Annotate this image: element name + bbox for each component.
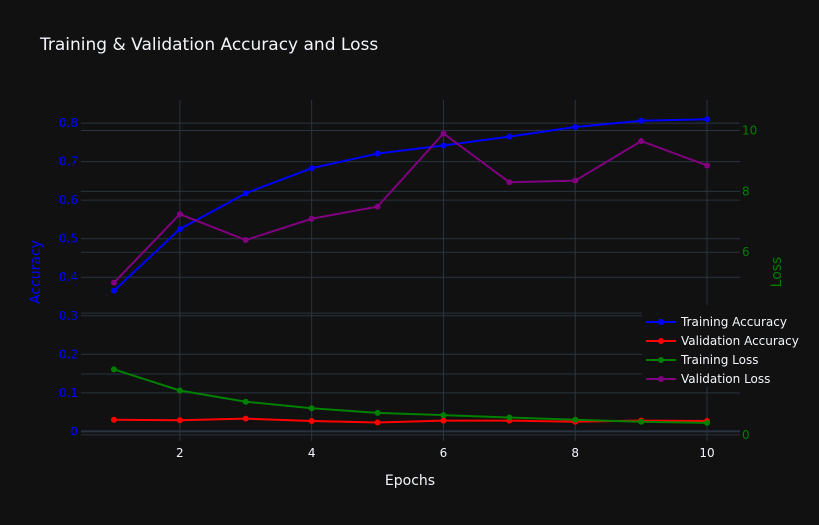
x-tick-label: 10 <box>699 446 714 460</box>
data-point-training-loss[interactable] <box>374 409 381 416</box>
data-point-training-accuracy[interactable] <box>110 287 117 294</box>
series-validation-loss <box>110 130 711 286</box>
data-point-validation-accuracy[interactable] <box>374 419 381 426</box>
data-point-validation-accuracy[interactable] <box>242 415 249 422</box>
data-point-validation-accuracy[interactable] <box>440 417 447 424</box>
y-right-tick-label: 6 <box>742 245 750 259</box>
data-point-validation-loss[interactable] <box>506 179 513 186</box>
legend-label: Validation Loss <box>681 372 770 386</box>
legend-item-training-loss[interactable]: Training Loss <box>646 353 758 367</box>
data-point-validation-loss[interactable] <box>308 215 315 222</box>
data-point-validation-loss[interactable] <box>440 130 447 137</box>
legend-marker-icon <box>658 338 664 344</box>
data-point-validation-loss[interactable] <box>176 211 183 218</box>
legend-item-validation-accuracy[interactable]: Validation Accuracy <box>646 334 799 348</box>
y-left-tick-label: 0.7 <box>59 155 78 169</box>
y-left-tick-label: 0 <box>70 424 78 438</box>
y-right-tick-label: 8 <box>742 184 750 198</box>
data-point-training-accuracy[interactable] <box>704 116 711 123</box>
x-tick-label: 4 <box>308 446 316 460</box>
data-point-training-accuracy[interactable] <box>176 226 183 233</box>
y-right-tick-label: 10 <box>742 123 757 137</box>
data-point-validation-accuracy[interactable] <box>110 416 117 423</box>
series-training-loss <box>110 366 711 426</box>
data-point-training-loss[interactable] <box>110 366 117 373</box>
data-point-validation-accuracy[interactable] <box>176 417 183 424</box>
data-point-validation-loss[interactable] <box>374 203 381 210</box>
data-point-training-loss[interactable] <box>572 416 579 423</box>
y-axis-right-title: Loss <box>769 257 785 288</box>
y-left-tick-label: 0.1 <box>59 386 78 400</box>
x-axis-title: Epochs <box>385 473 435 489</box>
y-left-tick-label: 0.5 <box>59 232 78 246</box>
data-point-training-loss[interactable] <box>704 419 711 426</box>
legend[interactable]: Training Accuracy Validation Accuracy Trai… <box>642 305 807 387</box>
x-tick-label: 2 <box>176 446 184 460</box>
data-point-training-loss[interactable] <box>638 418 645 425</box>
axis-ticks: 2 4 6 8 10 0 0.1 0.2 0.3 0.4 0.5 0.6 0.7 0.8 0 6 8 10 <box>59 116 757 460</box>
y-axis-left-title: Accuracy <box>28 240 44 304</box>
legend-marker-icon <box>658 319 664 325</box>
series-line-training-loss <box>113 368 708 424</box>
data-point-training-accuracy[interactable] <box>572 123 579 130</box>
y-left-tick-label: 0.8 <box>59 116 78 130</box>
series-line-validation-loss <box>113 132 708 284</box>
chart-title: Training & Validation Accuracy and Loss <box>39 35 378 55</box>
y-left-tick-label: 0.3 <box>59 309 78 323</box>
data-point-training-loss[interactable] <box>242 398 249 405</box>
data-point-training-accuracy[interactable] <box>638 117 645 124</box>
y-right-tick-label: 0 <box>742 428 750 442</box>
y-left-tick-label: 0.4 <box>59 270 78 284</box>
data-point-validation-accuracy[interactable] <box>308 417 315 424</box>
data-point-validation-loss[interactable] <box>242 237 249 244</box>
y-left-tick-label: 0.6 <box>59 193 78 207</box>
legend-item-training-accuracy[interactable]: Training Accuracy <box>646 315 787 329</box>
data-point-training-accuracy[interactable] <box>242 190 249 197</box>
series-layer <box>110 116 711 426</box>
data-point-training-loss[interactable] <box>176 387 183 394</box>
legend-label: Training Accuracy <box>680 315 787 329</box>
data-point-validation-loss[interactable] <box>638 138 645 145</box>
data-point-training-accuracy[interactable] <box>374 150 381 157</box>
data-point-training-accuracy[interactable] <box>440 142 447 149</box>
legend-background <box>642 305 807 387</box>
x-tick-label: 6 <box>440 446 448 460</box>
legend-marker-icon <box>658 376 664 382</box>
legend-label: Validation Accuracy <box>681 334 799 348</box>
data-point-training-accuracy[interactable] <box>506 133 513 140</box>
x-tick-label: 8 <box>571 446 579 460</box>
data-point-validation-loss[interactable] <box>572 177 579 184</box>
legend-label: Training Loss <box>680 353 758 367</box>
legend-marker-icon <box>658 357 664 363</box>
data-point-training-accuracy[interactable] <box>308 165 315 172</box>
data-point-training-loss[interactable] <box>308 405 315 412</box>
data-point-training-loss[interactable] <box>506 414 513 421</box>
data-point-validation-loss[interactable] <box>704 162 711 169</box>
series-training-accuracy <box>110 116 711 294</box>
y-left-tick-label: 0.2 <box>59 347 78 361</box>
series-line-training-accuracy <box>113 118 708 292</box>
legend-item-validation-loss[interactable]: Validation Loss <box>646 372 770 386</box>
grid-lines <box>81 100 740 441</box>
data-point-validation-loss[interactable] <box>110 279 117 286</box>
data-point-training-loss[interactable] <box>440 412 447 419</box>
